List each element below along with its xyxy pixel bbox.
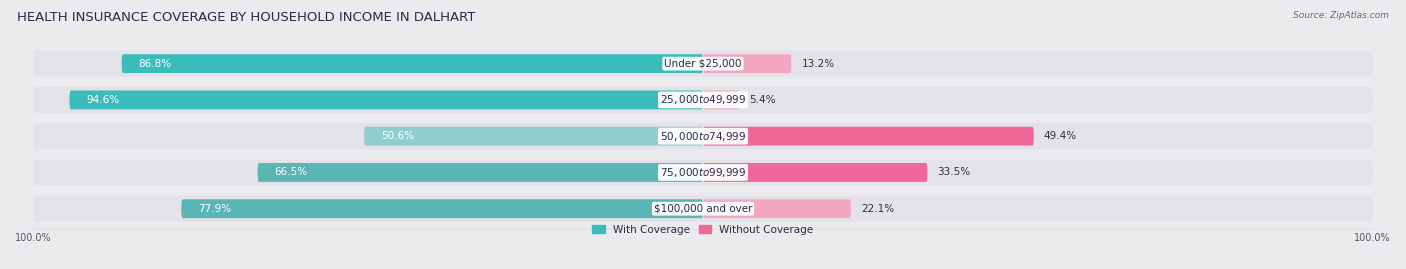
Text: $75,000 to $99,999: $75,000 to $99,999 [659, 166, 747, 179]
FancyBboxPatch shape [34, 196, 1372, 222]
Text: Source: ZipAtlas.com: Source: ZipAtlas.com [1294, 11, 1389, 20]
FancyBboxPatch shape [69, 90, 703, 109]
Text: 33.5%: 33.5% [938, 167, 970, 178]
FancyBboxPatch shape [34, 87, 1372, 113]
FancyBboxPatch shape [703, 90, 740, 109]
Text: 22.1%: 22.1% [860, 204, 894, 214]
Text: 77.9%: 77.9% [198, 204, 231, 214]
Text: $25,000 to $49,999: $25,000 to $49,999 [659, 93, 747, 107]
Text: 86.8%: 86.8% [138, 59, 172, 69]
Text: 50.6%: 50.6% [381, 131, 413, 141]
Text: 49.4%: 49.4% [1043, 131, 1077, 141]
FancyBboxPatch shape [34, 160, 1372, 186]
FancyBboxPatch shape [122, 54, 703, 73]
Text: $50,000 to $74,999: $50,000 to $74,999 [659, 130, 747, 143]
FancyBboxPatch shape [703, 163, 928, 182]
FancyBboxPatch shape [703, 54, 792, 73]
Text: 66.5%: 66.5% [274, 167, 308, 178]
FancyBboxPatch shape [34, 51, 1372, 77]
FancyBboxPatch shape [703, 199, 851, 218]
Text: 5.4%: 5.4% [749, 95, 776, 105]
FancyBboxPatch shape [181, 199, 703, 218]
Legend: With Coverage, Without Coverage: With Coverage, Without Coverage [592, 225, 814, 235]
Text: 13.2%: 13.2% [801, 59, 835, 69]
Text: $100,000 and over: $100,000 and over [654, 204, 752, 214]
FancyBboxPatch shape [703, 127, 1033, 146]
Text: 94.6%: 94.6% [86, 95, 120, 105]
FancyBboxPatch shape [34, 123, 1372, 149]
FancyBboxPatch shape [364, 127, 703, 146]
Text: Under $25,000: Under $25,000 [664, 59, 742, 69]
FancyBboxPatch shape [257, 163, 703, 182]
Text: HEALTH INSURANCE COVERAGE BY HOUSEHOLD INCOME IN DALHART: HEALTH INSURANCE COVERAGE BY HOUSEHOLD I… [17, 11, 475, 24]
